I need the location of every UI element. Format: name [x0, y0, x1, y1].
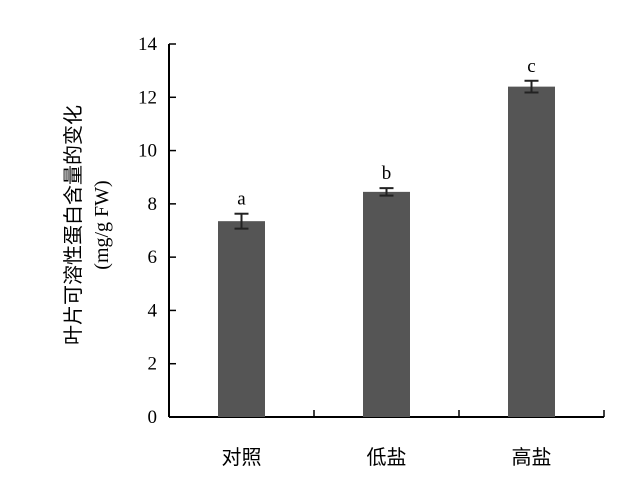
significance-label: b	[382, 163, 392, 184]
y-tick-label: 8	[148, 194, 158, 215]
x-category-label: 对照	[222, 446, 262, 469]
y-tick-label: 10	[138, 141, 157, 162]
y-tick-label: 12	[138, 87, 157, 108]
y-axis-title-line1: 叶片可溶性蛋白含量的变化	[62, 105, 85, 345]
bar	[508, 86, 555, 417]
y-tick-label: 2	[148, 354, 158, 375]
plot-area: 0 2 4 6 8 10 12 14 a 对照 b 低盐 c 高盐	[138, 34, 605, 469]
y-axis-title-line2: (mg/g FW)	[91, 180, 113, 269]
y-tick-label: 14	[138, 34, 158, 55]
significance-label: a	[237, 189, 246, 210]
significance-label: c	[527, 56, 535, 77]
y-tick-label: 4	[148, 300, 158, 321]
x-category-label: 高盐	[512, 446, 552, 469]
bar	[363, 191, 410, 417]
y-tick-label: 6	[148, 247, 158, 268]
y-axis-title: 叶片可溶性蛋白含量的变化 (mg/g FW)	[62, 105, 113, 345]
x-category-label: 低盐	[367, 446, 407, 469]
y-tick-label: 0	[148, 407, 158, 428]
bar	[218, 221, 265, 417]
